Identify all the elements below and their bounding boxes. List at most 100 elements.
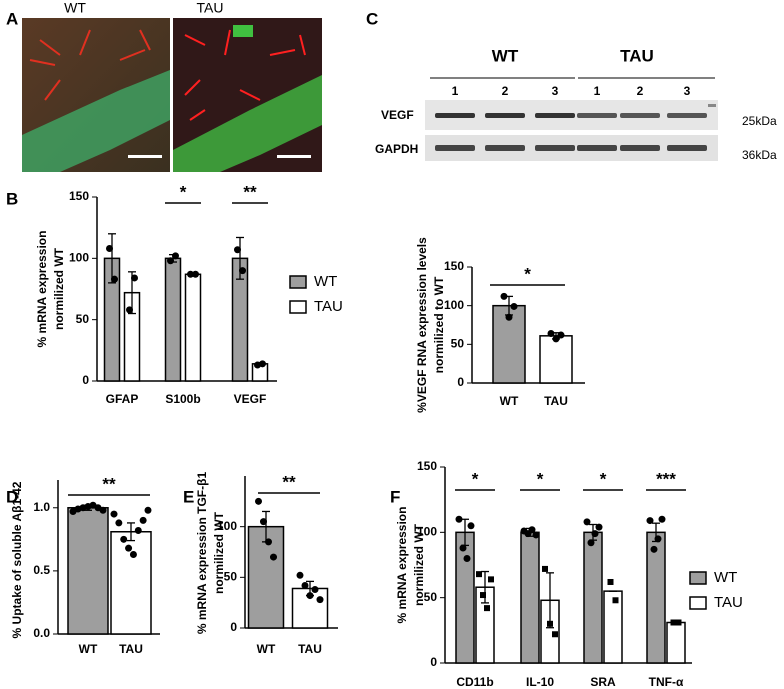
data-point bbox=[296, 571, 304, 579]
data-point bbox=[172, 252, 179, 260]
lane-label: 2 bbox=[502, 84, 509, 98]
x-tick-label: TAU bbox=[544, 394, 568, 408]
band bbox=[577, 145, 617, 151]
x-tick-label: CD11b bbox=[456, 675, 493, 689]
x-tick-label: SRA bbox=[590, 675, 616, 689]
image-label: WT bbox=[64, 0, 86, 16]
data-point bbox=[670, 619, 677, 626]
bar bbox=[67, 507, 109, 635]
data-point bbox=[547, 620, 553, 627]
band bbox=[667, 145, 707, 151]
data-point bbox=[131, 274, 138, 282]
x-tick-label: GFAP bbox=[106, 392, 139, 406]
data-point bbox=[528, 526, 536, 534]
data-point bbox=[488, 576, 494, 583]
bar bbox=[184, 273, 202, 382]
significance: *** bbox=[656, 469, 676, 488]
data-point bbox=[510, 302, 518, 310]
y-axis-label: normilized WT bbox=[52, 247, 66, 330]
x-tick-label: WT bbox=[79, 642, 98, 656]
data-point bbox=[658, 515, 666, 523]
data-point bbox=[311, 585, 319, 593]
y-tick-label: 150 bbox=[69, 189, 89, 203]
data-point bbox=[552, 631, 558, 638]
x-tick-label: TAU bbox=[298, 642, 322, 656]
chart: %VEGF RNA expression levels normilized to… bbox=[415, 237, 585, 413]
data-point bbox=[125, 544, 133, 552]
panel-letter: D bbox=[6, 487, 18, 506]
y-tick-label: 50 bbox=[424, 590, 438, 604]
data-point bbox=[459, 544, 467, 552]
data-point bbox=[234, 246, 241, 254]
data-point bbox=[646, 517, 654, 525]
y-tick-label: 1.0 bbox=[33, 500, 50, 514]
significance: * bbox=[472, 469, 479, 488]
band bbox=[485, 113, 525, 118]
y-tick-label: 0 bbox=[457, 375, 464, 389]
x-tick-label: TAU bbox=[119, 642, 143, 656]
blot-group: TAU bbox=[620, 46, 654, 65]
y-axis-label: % mRNA expression bbox=[35, 231, 49, 348]
chart: E% mRNA expression TGF-β1 normilized WT 0 5… bbox=[183, 472, 338, 656]
y-tick-label: 100 bbox=[417, 525, 437, 539]
panel-letter: B bbox=[6, 189, 18, 208]
y-tick-label: 150 bbox=[417, 459, 437, 473]
data-point bbox=[463, 554, 471, 562]
blot-group: WT bbox=[492, 46, 519, 65]
data-point bbox=[500, 292, 508, 300]
panel-letter: A bbox=[6, 9, 18, 28]
band bbox=[708, 104, 716, 107]
panel-letter: E bbox=[183, 487, 194, 506]
bar bbox=[164, 257, 182, 382]
data-point bbox=[167, 257, 174, 265]
data-point bbox=[270, 553, 277, 561]
significance: * bbox=[524, 264, 531, 283]
data-point bbox=[316, 596, 324, 604]
data-point bbox=[455, 515, 463, 523]
image-label: TAU bbox=[197, 0, 224, 16]
x-tick-label: WT bbox=[257, 642, 276, 656]
data-point bbox=[480, 592, 486, 599]
data-point bbox=[532, 531, 540, 539]
significance: ** bbox=[282, 472, 296, 491]
error-bar bbox=[108, 233, 116, 284]
data-point bbox=[106, 245, 113, 253]
band bbox=[435, 113, 475, 118]
y-tick-label: 0.0 bbox=[33, 626, 50, 640]
lane-label: 2 bbox=[637, 84, 644, 98]
significance: ** bbox=[102, 474, 116, 493]
significance: ** bbox=[243, 182, 257, 201]
data-point bbox=[306, 592, 314, 600]
y-tick-label: 50 bbox=[76, 312, 90, 326]
data-point bbox=[650, 545, 658, 553]
data-point bbox=[134, 526, 142, 534]
data-point bbox=[301, 581, 309, 589]
data-point bbox=[139, 516, 147, 524]
data-point bbox=[187, 270, 194, 278]
data-point bbox=[476, 571, 482, 578]
x-tick-label: TNF-α bbox=[649, 675, 684, 689]
band bbox=[620, 145, 660, 151]
data-point bbox=[260, 518, 267, 526]
significance: * bbox=[180, 182, 187, 201]
band bbox=[577, 113, 617, 118]
y-tick-label: 100 bbox=[444, 298, 464, 312]
data-point bbox=[505, 313, 513, 321]
data-point bbox=[99, 506, 107, 514]
data-point bbox=[587, 539, 595, 547]
band bbox=[485, 145, 525, 151]
data-point bbox=[111, 275, 118, 283]
blot-size: 25kDa bbox=[742, 114, 777, 128]
x-tick-label: WT bbox=[500, 394, 519, 408]
y-tick-label: 100 bbox=[217, 519, 237, 533]
lane-label: 1 bbox=[452, 84, 459, 98]
data-point bbox=[265, 538, 272, 546]
legend-swatch bbox=[689, 596, 707, 610]
band bbox=[435, 145, 475, 151]
legend-swatch bbox=[689, 571, 707, 585]
data-point bbox=[110, 510, 118, 518]
bar bbox=[539, 335, 573, 384]
micrograph bbox=[22, 18, 170, 172]
bar bbox=[583, 531, 603, 664]
blot-size: 36kDa bbox=[742, 148, 777, 162]
